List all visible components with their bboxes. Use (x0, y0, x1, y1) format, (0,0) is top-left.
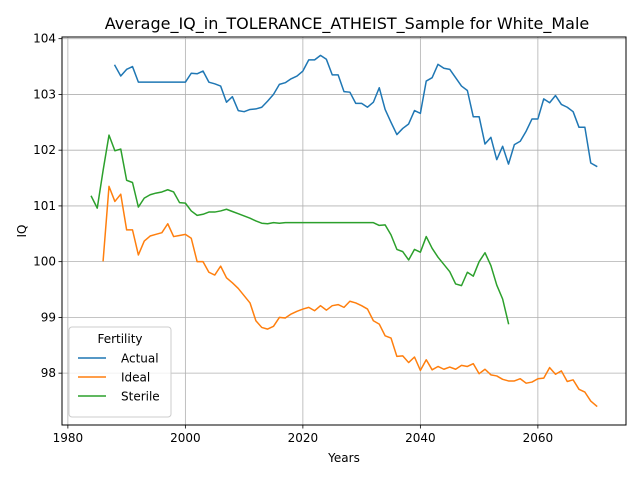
chart-title: Average_IQ_in_TOLERANCE_ATHEIST_Sample f… (105, 14, 590, 34)
legend: Fertility Actual Ideal Sterile (68, 326, 172, 418)
y-tick-label: 101 (33, 199, 56, 213)
series-line-sterile (90, 134, 510, 325)
x-tick-label: 2040 (405, 431, 436, 445)
legend-box (68, 326, 172, 418)
legend-entries: Actual Ideal Sterile (78, 352, 160, 404)
x-tick-label: 2000 (170, 431, 201, 445)
y-tick-label: 99 (41, 310, 56, 324)
axis-ticks: 1980 2000 2020 2040 2060 98 99 100 101 102 103 104 (33, 32, 553, 445)
x-tick-label: 2060 (523, 431, 554, 445)
legend-label-sterile: Sterile (121, 390, 160, 404)
y-tick-label: 102 (33, 143, 56, 157)
grid (62, 37, 626, 425)
plot-frame (61, 36, 627, 426)
y-tick-label: 103 (33, 87, 56, 101)
y-tick-label: 104 (33, 32, 56, 46)
legend-label-ideal: Ideal (121, 371, 150, 385)
y-tick-label: 98 (41, 366, 56, 380)
x-tick-label: 2020 (288, 431, 319, 445)
y-axis-label: IQ (15, 225, 29, 238)
x-tick-label: 1980 (53, 431, 84, 445)
legend-title: Fertility (97, 332, 142, 346)
legend-label-actual: Actual (121, 352, 159, 366)
x-axis-label: Years (327, 451, 360, 465)
series-line-actual (113, 54, 598, 168)
series-line-ideal (102, 185, 598, 408)
series-lines (90, 54, 598, 408)
y-tick-label: 100 (33, 255, 56, 269)
